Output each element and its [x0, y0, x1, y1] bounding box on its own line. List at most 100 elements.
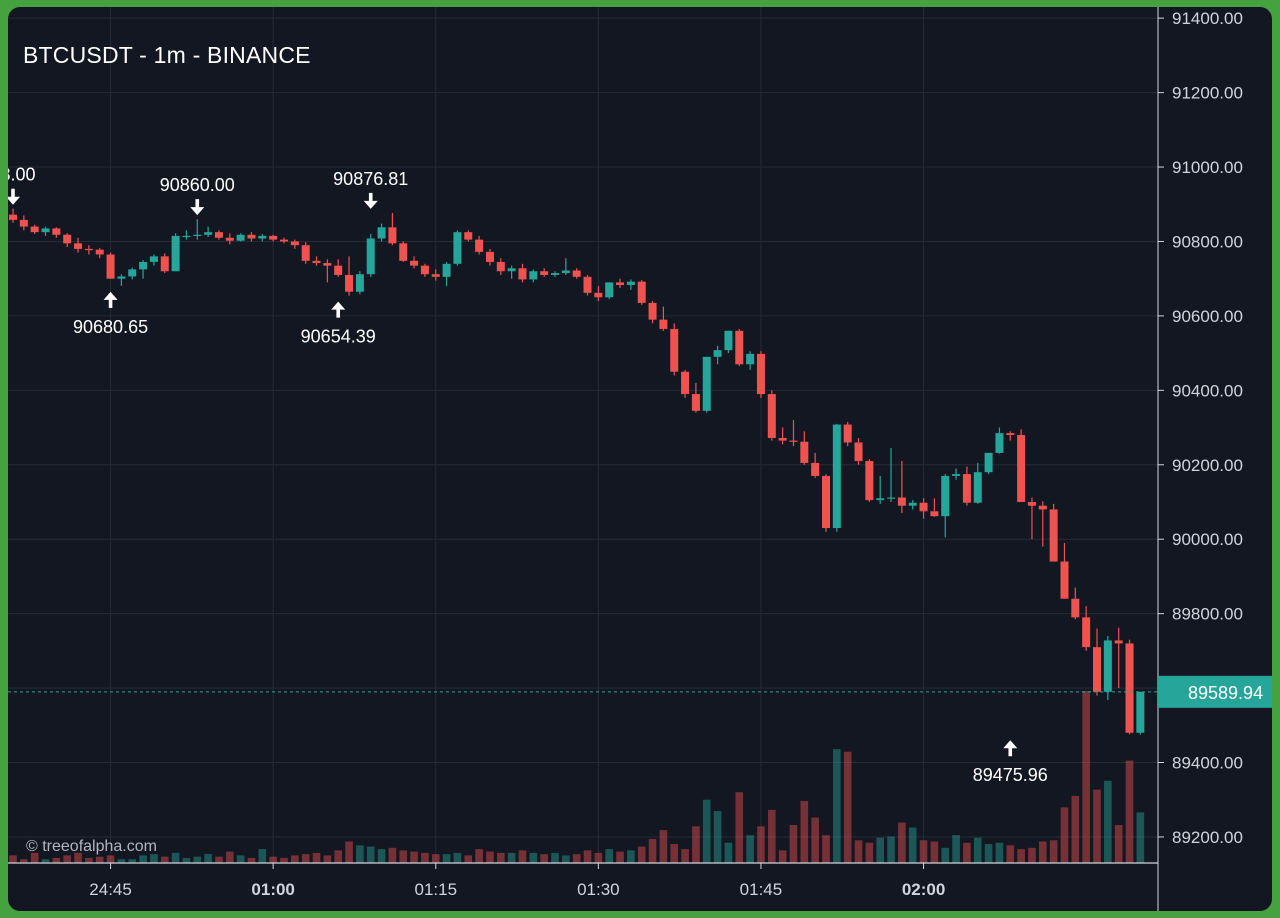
volume-bar [63, 855, 71, 863]
candle-body [789, 440, 798, 442]
volume-bar [702, 799, 711, 863]
candle [377, 223, 386, 242]
volume-bar [562, 855, 570, 863]
candle-body [52, 228, 61, 235]
volume-bar [843, 751, 852, 863]
price-annotations: 88.00 90680.65 90860.00 90654.39 90876.81 894… [8, 165, 1048, 785]
volume-bar [833, 749, 841, 863]
candle [1038, 501, 1047, 547]
candle-body [63, 234, 72, 244]
candle-body [507, 268, 516, 272]
candle [30, 224, 39, 235]
y-tick-label: 90000.00 [1172, 530, 1243, 549]
candle-body [941, 475, 950, 517]
volume-bar [627, 850, 635, 863]
volume-bar [757, 826, 765, 863]
candle [594, 286, 603, 302]
y-tick-label: 90200.00 [1172, 456, 1243, 475]
last-price-box [1158, 675, 1272, 708]
annotation-label: 90876.81 [333, 169, 408, 189]
candle-body [453, 232, 462, 264]
candle-body [995, 433, 1004, 453]
candle [41, 226, 50, 236]
volume-bar [637, 846, 646, 863]
x-tick-label: 01:15 [414, 880, 457, 899]
candle [63, 233, 72, 248]
candle-body [388, 227, 397, 244]
volume-bar [442, 854, 451, 863]
candle-body [659, 319, 668, 329]
candle [984, 452, 993, 475]
arrow-down-icon [11, 188, 15, 198]
candle [605, 282, 614, 300]
candle-body [496, 261, 505, 272]
volume-bar [865, 842, 874, 863]
candle [876, 475, 885, 504]
candle-body [106, 254, 115, 279]
volume-bar [150, 854, 158, 863]
volume-bar [952, 835, 960, 863]
y-tick-label: 90400.00 [1172, 381, 1243, 400]
candlestick-chart[interactable]: 88.00 90680.65 90860.00 90654.39 90876.81 894… [8, 7, 1272, 911]
candle-body [1103, 640, 1112, 692]
volume-bar [9, 855, 17, 863]
volume-bar [301, 854, 310, 863]
candle [843, 421, 852, 447]
volume-bar [193, 856, 202, 863]
candle-body [171, 235, 180, 272]
volume-bar [291, 855, 299, 863]
volume-bar [215, 856, 223, 863]
candle [225, 233, 234, 245]
volume-bar [85, 857, 93, 863]
candle [551, 271, 559, 277]
x-tick-label: 01:45 [740, 880, 783, 899]
volume-bar [713, 811, 722, 863]
volume-bar [1082, 691, 1090, 863]
volume-bar [356, 845, 364, 863]
candle-body [756, 353, 765, 395]
volume-bars [9, 691, 1145, 863]
candle-body [897, 497, 906, 506]
candle-body [887, 497, 896, 499]
volume-bar [453, 852, 462, 863]
volume-bar [908, 827, 917, 863]
volume-bar [1114, 825, 1123, 863]
candle [1093, 628, 1101, 696]
volume-bar [692, 826, 700, 863]
candle [767, 390, 776, 441]
volume-bar [388, 847, 397, 863]
candle-body [919, 502, 928, 512]
candle-body [1060, 561, 1069, 599]
candle-body [594, 292, 603, 298]
volume-bar [1006, 845, 1015, 863]
candle-body [702, 356, 711, 411]
candle-body [204, 232, 213, 235]
volume-bar [1028, 847, 1036, 863]
candle [1017, 429, 1026, 502]
volume-bar [204, 854, 212, 863]
volume-bar [421, 852, 429, 863]
volume-bar [475, 849, 483, 863]
volume-bar [1136, 812, 1145, 863]
candle [746, 351, 755, 370]
candle [952, 468, 961, 480]
candle-body [420, 265, 429, 275]
volume-bar [540, 854, 548, 863]
candle [475, 235, 484, 255]
volume-bar [583, 850, 592, 863]
candle [149, 254, 158, 266]
candle-body [280, 239, 288, 242]
volume-bar [898, 822, 906, 863]
candle [95, 248, 104, 259]
candle-body [637, 281, 646, 303]
candle-body [572, 270, 581, 277]
candle [214, 230, 223, 240]
chart-title: BTCUSDT - 1m - BINANCE [23, 42, 311, 68]
volume-bar [269, 856, 277, 863]
volume-bar [1049, 840, 1058, 863]
volume-bar [778, 850, 787, 863]
candle [171, 233, 180, 272]
candle [323, 259, 332, 283]
candle-body [1071, 598, 1080, 618]
volume-bar [594, 852, 603, 863]
